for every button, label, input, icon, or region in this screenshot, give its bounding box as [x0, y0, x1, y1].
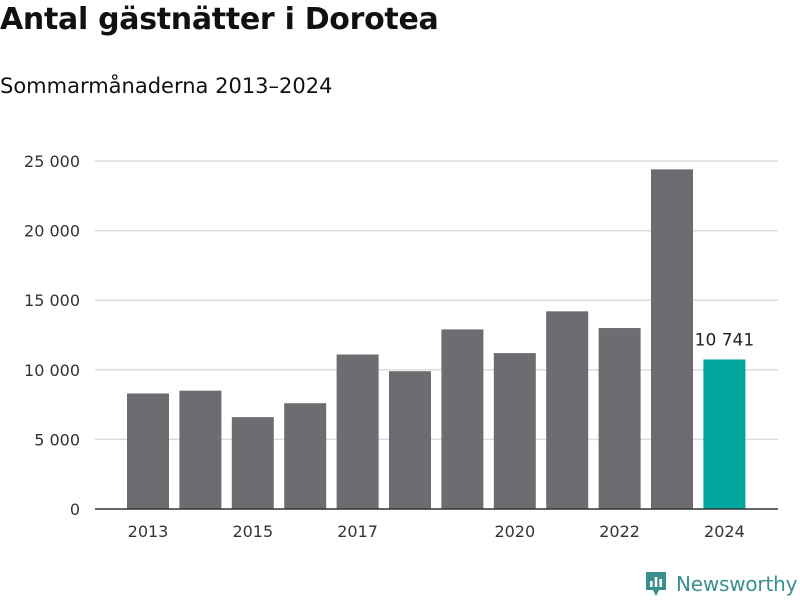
- y-tick-label: 5 000: [34, 430, 80, 449]
- bar-2019: [441, 329, 484, 509]
- y-tick-label: 25 000: [24, 152, 80, 171]
- chart-title: Antal gästnätter i Dorotea: [0, 2, 439, 37]
- y-tick-label: 20 000: [24, 222, 80, 241]
- bar-2022: [598, 328, 641, 509]
- x-tick-label: 2022: [599, 522, 640, 541]
- bars: [127, 169, 746, 510]
- y-tick-label: 10 000: [24, 361, 80, 380]
- x-tick-label: 2024: [704, 522, 745, 541]
- y-tick-label: 15 000: [24, 291, 80, 310]
- newsworthy-logo-icon: [646, 572, 666, 596]
- x-tick-label: 2020: [494, 522, 535, 541]
- bar-chart: 0 5 000 10 000 15 000 20 000 25 000 10 741 20…: [24, 152, 778, 541]
- bar-2024: [703, 359, 746, 509]
- chart-subtitle: Sommarmånaderna 2013–2024: [0, 74, 333, 98]
- y-axis-tick-labels: 0 5 000 10 000 15 000 20 000 25 000: [24, 152, 80, 519]
- bar-2018: [389, 371, 431, 509]
- data-label: 10 741: [695, 330, 754, 350]
- x-tick-label: 2013: [128, 522, 169, 541]
- bar-2014: [179, 390, 222, 509]
- bar-2016: [284, 403, 327, 509]
- x-tick-label: 2017: [337, 522, 378, 541]
- x-tick-label: 2015: [232, 522, 273, 541]
- bar-2013: [127, 393, 169, 509]
- x-axis-tick-labels: 2013 2015 2017 2020 2022 2024: [128, 522, 745, 541]
- bar-2017: [336, 354, 379, 509]
- y-tick-label: 0: [70, 500, 80, 519]
- bar-2020: [493, 353, 536, 509]
- bar-2023: [651, 169, 693, 510]
- bar-2015: [231, 417, 274, 509]
- brand-name: Newsworthy: [676, 572, 798, 596]
- data-labels: 10 741: [695, 330, 754, 350]
- brand-logo[interactable]: Newsworthy: [644, 570, 797, 598]
- bar-2021: [546, 311, 589, 509]
